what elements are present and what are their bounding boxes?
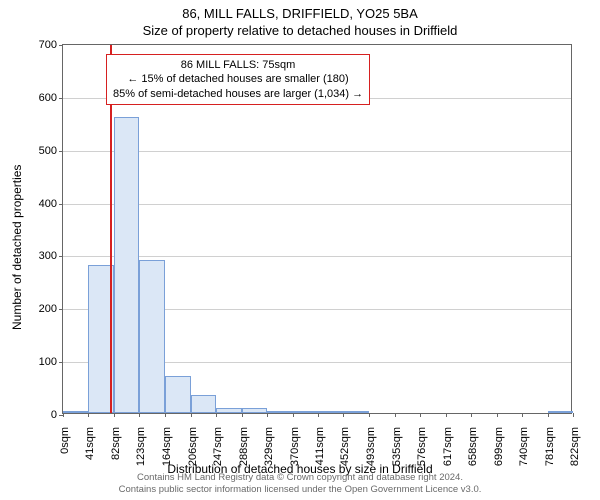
ytick-label: 400 (17, 198, 57, 210)
xtick-mark (522, 413, 523, 417)
chart-title-line2: Size of property relative to detached ho… (0, 21, 600, 38)
xtick-mark (446, 413, 447, 417)
ytick-label: 500 (17, 145, 57, 157)
ytick-label: 700 (17, 39, 57, 51)
annotation-line-3: 85% of semi-detached houses are larger (… (113, 87, 363, 101)
xtick-mark (88, 413, 89, 417)
chart-title-line1: 86, MILL FALLS, DRIFFIELD, YO25 5BA (0, 0, 600, 21)
xtick-mark (548, 413, 549, 417)
xtick-mark (293, 413, 294, 417)
xtick-mark (63, 413, 64, 417)
histogram-bar (548, 411, 573, 413)
xtick-mark (267, 413, 268, 417)
annotation-line-1: 86 MILL FALLS: 75sqm (113, 58, 363, 72)
xtick-mark (471, 413, 472, 417)
ytick-mark (59, 151, 63, 152)
histogram-bar (267, 411, 292, 413)
histogram-bar (63, 411, 88, 413)
histogram-bar (191, 395, 216, 413)
ytick-label: 600 (17, 92, 57, 104)
histogram-bar (343, 411, 368, 413)
xtick-mark (420, 413, 421, 417)
xtick-mark (114, 413, 115, 417)
xtick-mark (242, 413, 243, 417)
ytick-mark (59, 309, 63, 310)
xtick-mark (497, 413, 498, 417)
footer-attribution: Contains HM Land Registry data © Crown c… (0, 472, 600, 496)
xtick-mark (139, 413, 140, 417)
xtick-mark (216, 413, 217, 417)
ytick-label: 200 (17, 303, 57, 315)
histogram-bar (114, 117, 139, 413)
xtick-mark (573, 413, 574, 417)
histogram-bar (318, 411, 343, 413)
footer-line-2: Contains public sector information licen… (0, 484, 600, 496)
ytick-mark (59, 256, 63, 257)
xtick-mark (191, 413, 192, 417)
histogram-bar (216, 408, 241, 413)
footer-line-1: Contains HM Land Registry data © Crown c… (0, 472, 600, 484)
chart-area: 01002003004005006007000sqm41sqm82sqm123s… (62, 44, 572, 414)
histogram-bar (242, 408, 267, 413)
histogram-bar (293, 411, 318, 413)
ytick-label: 100 (17, 356, 57, 368)
ytick-mark (59, 362, 63, 363)
xtick-mark (343, 413, 344, 417)
ytick-label: 300 (17, 250, 57, 262)
annotation-box: 86 MILL FALLS: 75sqm ← 15% of detached h… (106, 54, 370, 105)
ytick-mark (59, 98, 63, 99)
annotation-line-2: ← 15% of detached houses are smaller (18… (113, 72, 363, 86)
histogram-bar (165, 376, 191, 413)
xtick-mark (369, 413, 370, 417)
ytick-mark (59, 204, 63, 205)
xtick-mark (395, 413, 396, 417)
xtick-mark (165, 413, 166, 417)
histogram-bar (139, 260, 164, 413)
ytick-mark (59, 45, 63, 46)
chart-container: 86, MILL FALLS, DRIFFIELD, YO25 5BA Size… (0, 0, 600, 500)
ytick-label: 0 (17, 409, 57, 421)
xtick-mark (318, 413, 319, 417)
